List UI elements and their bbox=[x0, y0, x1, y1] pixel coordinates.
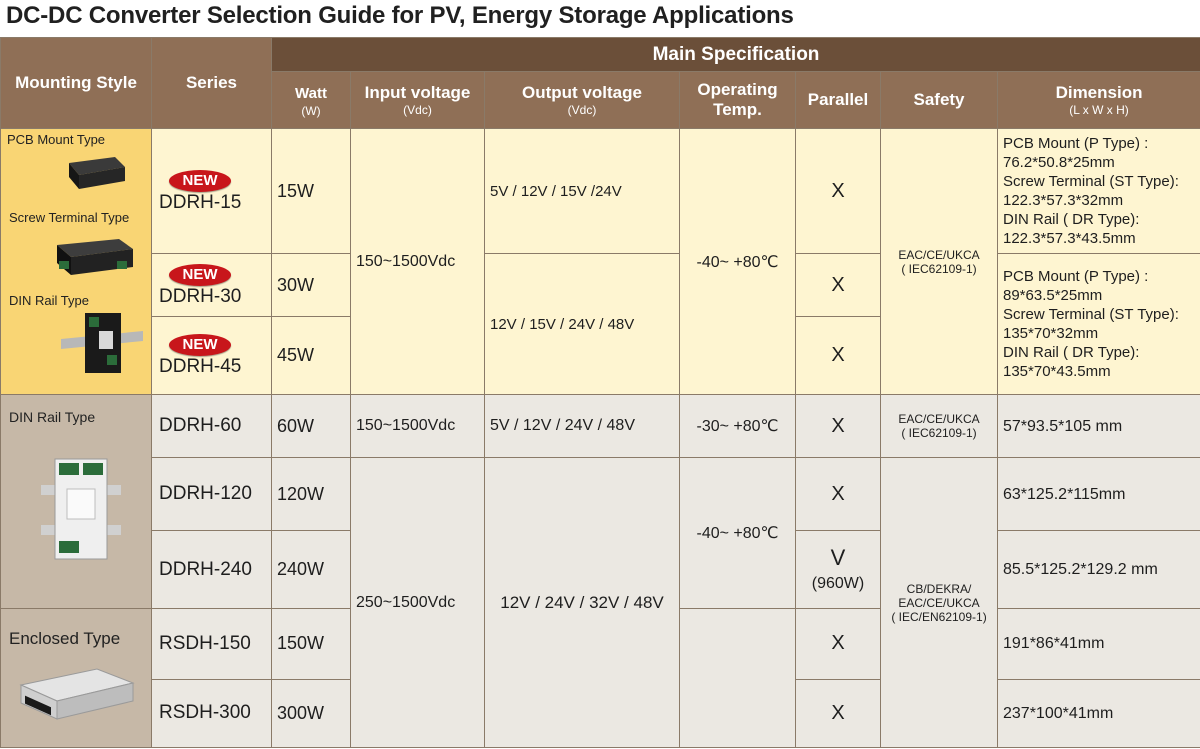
din-rail-module-image bbox=[61, 313, 143, 373]
input-voltage-cell: 150~1500Vdc bbox=[350, 128, 485, 395]
mounting-cell-ddrh-small: PCB Mount Type Screw Terminal Type DIN R… bbox=[0, 128, 152, 395]
output-voltage-cell: 12V / 24V / 32V / 48V bbox=[484, 457, 680, 748]
operating-temp-cell-blank bbox=[679, 608, 796, 748]
parallel-cell: X bbox=[795, 608, 881, 680]
dimension-cell: 85.5*125.2*129.2 mm bbox=[996, 530, 1200, 609]
series-name: DDRH-240 bbox=[159, 558, 252, 580]
dimension-cell: 191*86*41mm bbox=[996, 608, 1200, 680]
watt-cell: 300W bbox=[271, 678, 351, 748]
new-badge: NEW bbox=[169, 263, 231, 286]
dimension-cell: PCB Mount (P Type) :89*63.5*25mm Screw T… bbox=[996, 253, 1200, 395]
enclosed-psu-image bbox=[19, 668, 135, 720]
operating-temp-cell: -30~ +80℃ bbox=[679, 394, 796, 458]
din-rail-psu-image bbox=[41, 458, 121, 559]
dimension-cell: 63*125.2*115mm bbox=[996, 457, 1200, 531]
series-name: DDRH-45 bbox=[159, 356, 242, 377]
mount-label-pcb: PCB Mount Type bbox=[7, 132, 106, 147]
series-cell: NEW DDRH-30 bbox=[151, 253, 272, 317]
header-parallel: Parallel bbox=[795, 71, 881, 129]
series-name: DDRH-120 bbox=[159, 483, 252, 504]
series-cell: RSDH-300 bbox=[151, 678, 272, 748]
mounting-cell-enclosed: Enclosed Type bbox=[0, 608, 152, 748]
dimension-cell: 57*93.5*105 mm bbox=[996, 394, 1200, 458]
watt-cell: 45W bbox=[271, 316, 351, 395]
safety-cell: EAC/CE/UKCA( IEC62109-1) bbox=[880, 128, 998, 395]
page-title: DC-DC Converter Selection Guide for PV, … bbox=[6, 2, 794, 29]
parallel-cell: V (960W) bbox=[795, 530, 881, 609]
operating-temp-cell: -40~ +80℃ bbox=[679, 457, 796, 609]
watt-cell: 120W bbox=[271, 457, 351, 531]
safety-cell: CB/DEKRA/EAC/CE/UKCA( IEC/EN62109-1) bbox=[880, 457, 998, 748]
watt-cell: 15W bbox=[271, 128, 351, 254]
parallel-cell: X bbox=[795, 128, 881, 254]
watt-cell: 150W bbox=[271, 608, 351, 680]
new-badge: NEW bbox=[169, 334, 231, 356]
new-badge: NEW bbox=[169, 169, 231, 192]
output-voltage-cell: 5V / 12V / 15V /24V bbox=[484, 128, 680, 254]
series-cell: DDRH-240 bbox=[151, 530, 272, 609]
series-name: RSDH-300 bbox=[159, 702, 251, 724]
mount-label-din: DIN Rail Type bbox=[9, 408, 96, 425]
dimension-cell: 237*100*41mm bbox=[996, 678, 1200, 748]
selection-table: Mounting Style Series Main Specification… bbox=[0, 37, 1200, 748]
header-dimension: Dimension (L x W x H) bbox=[996, 71, 1200, 129]
series-name: DDRH-30 bbox=[159, 285, 242, 307]
input-voltage-cell: 150~1500Vdc bbox=[350, 394, 485, 458]
series-name: DDRH-60 bbox=[159, 415, 242, 436]
parallel-cell: X bbox=[795, 394, 881, 458]
series-cell: DDRH-60 bbox=[151, 394, 272, 458]
header-output-voltage: Output voltage (Vdc) bbox=[484, 71, 680, 129]
series-cell: RSDH-150 bbox=[151, 608, 272, 680]
series-name: DDRH-15 bbox=[159, 191, 242, 213]
series-cell: DDRH-120 bbox=[151, 457, 272, 531]
operating-temp-cell: -40~ +80℃ bbox=[679, 128, 796, 395]
dimension-cell: PCB Mount (P Type) :76.2*50.8*25mm Screw… bbox=[996, 128, 1200, 254]
screw-terminal-image bbox=[57, 239, 133, 275]
watt-cell: 30W bbox=[271, 253, 351, 317]
series-name: RSDH-150 bbox=[159, 632, 251, 654]
parallel-cell: X bbox=[795, 316, 881, 395]
safety-cell: EAC/CE/UKCA( IEC62109-1) bbox=[880, 394, 998, 458]
watt-cell: 60W bbox=[271, 394, 351, 458]
mounting-cell-din: DIN Rail Type bbox=[0, 394, 152, 609]
mount-label-din: DIN Rail Type bbox=[9, 293, 89, 308]
pcb-module-image bbox=[69, 157, 125, 189]
header-main-spec: Main Specification bbox=[270, 37, 1200, 72]
input-voltage-cell: 250~1500Vdc bbox=[350, 457, 485, 748]
output-voltage-cell: 12V / 15V / 24V / 48V bbox=[484, 253, 680, 395]
header-series: Series bbox=[151, 37, 272, 129]
series-cell: NEW DDRH-45 bbox=[151, 316, 272, 395]
header-operating-temp: Operating Temp. bbox=[679, 71, 796, 129]
parallel-cell: X bbox=[795, 253, 881, 317]
header-watt: Watt (W) bbox=[271, 71, 351, 129]
header-safety: Safety bbox=[880, 71, 998, 129]
parallel-cell: X bbox=[795, 678, 881, 748]
mount-label-enclosed: Enclosed Type bbox=[9, 629, 121, 648]
header-mounting-style: Mounting Style bbox=[0, 37, 152, 129]
series-cell: NEW DDRH-15 bbox=[151, 128, 272, 254]
header-input-voltage: Input voltage (Vdc) bbox=[350, 71, 485, 129]
output-voltage-cell: 5V / 12V / 24V / 48V bbox=[484, 394, 680, 458]
mount-label-screw: Screw Terminal Type bbox=[9, 210, 130, 225]
parallel-cell: X bbox=[795, 457, 881, 531]
watt-cell: 240W bbox=[271, 530, 351, 609]
